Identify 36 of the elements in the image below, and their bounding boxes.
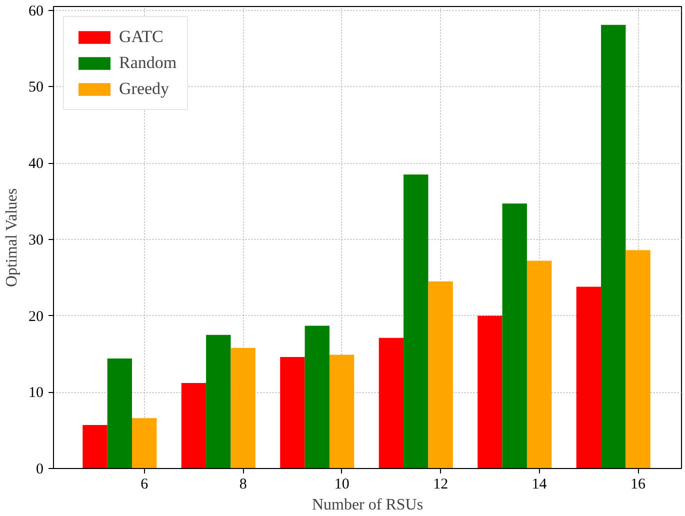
bar <box>478 316 502 468</box>
bar <box>404 174 428 468</box>
bar <box>626 250 650 468</box>
bar <box>280 357 305 468</box>
x-tick-label: 14 <box>532 476 548 492</box>
x-tick-label: 12 <box>433 476 448 492</box>
x-tick-label: 6 <box>140 476 149 492</box>
bar <box>576 286 602 468</box>
bar <box>526 260 552 468</box>
x-tick-label: 16 <box>630 476 646 492</box>
bar <box>181 382 206 468</box>
y-tick-label: 50 <box>28 80 44 96</box>
bar <box>206 334 231 468</box>
x-tick-label: 10 <box>334 476 350 492</box>
bar <box>428 281 453 468</box>
bar <box>132 418 157 468</box>
bar <box>107 358 132 468</box>
bar <box>329 354 354 468</box>
y-tick-label: 40 <box>28 156 44 172</box>
bar <box>502 204 527 468</box>
bar <box>82 424 108 468</box>
bar <box>230 348 256 468</box>
y-tick-label: 10 <box>28 385 44 402</box>
bar <box>304 326 330 468</box>
y-tick-label: 30 <box>28 232 44 248</box>
y-tick-label: 0 <box>36 462 44 478</box>
y-tick-label: 60 <box>28 3 44 20</box>
y-tick-label: 20 <box>28 308 44 325</box>
legend-label: GATC <box>119 27 164 47</box>
legend-label: Random <box>119 53 177 73</box>
bar <box>601 24 626 468</box>
x-axis-title: Number of RSUs <box>312 496 424 514</box>
y-axis-title: Optimal Values <box>4 188 20 288</box>
x-tick-label: 8 <box>239 476 247 492</box>
bar <box>378 338 404 468</box>
legend-label: Greedy <box>119 79 170 99</box>
